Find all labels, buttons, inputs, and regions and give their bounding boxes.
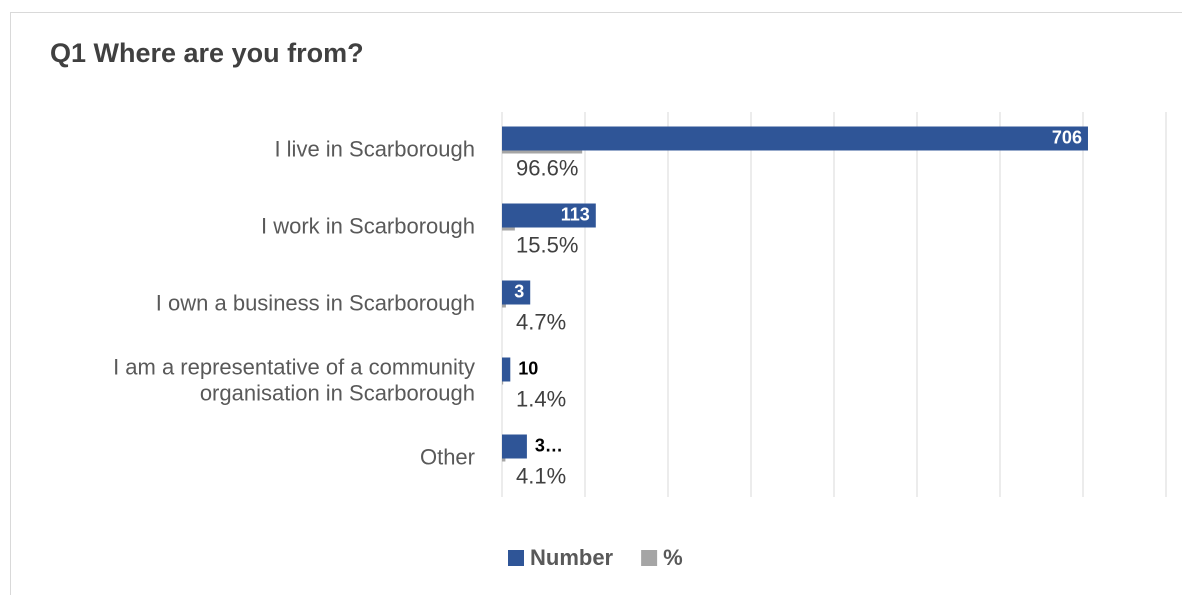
data-label: 4.1% xyxy=(516,463,566,488)
data-label: 3 xyxy=(514,281,524,301)
legend-label: Number xyxy=(530,545,614,570)
y-tick-label: I live in Scarborough xyxy=(274,136,475,161)
bar xyxy=(502,150,583,154)
data-label: 15.5% xyxy=(516,232,578,257)
chart-title: Q1 Where are you from? xyxy=(50,38,364,68)
bar xyxy=(502,357,511,382)
legend-label: % xyxy=(663,545,683,570)
chart-frame xyxy=(10,12,1182,595)
bar xyxy=(502,126,1088,151)
legend-swatch xyxy=(641,550,658,566)
y-tick-label: Other xyxy=(420,444,475,469)
bar xyxy=(502,381,504,385)
bar xyxy=(502,227,515,231)
y-tick-label-line: I am a representative of a community xyxy=(113,354,475,379)
y-tick-label: I work in Scarborough xyxy=(261,213,475,238)
bar xyxy=(502,304,506,308)
data-label: 4.7% xyxy=(516,309,566,334)
bar xyxy=(502,280,531,305)
y-tick-label-line: organisation in Scarborough xyxy=(200,380,475,405)
bar xyxy=(502,203,596,228)
data-label: 706 xyxy=(1052,127,1082,147)
bar xyxy=(502,458,506,462)
data-label: 3… xyxy=(535,435,563,455)
data-label: 10 xyxy=(518,358,538,378)
legend-swatch xyxy=(508,550,524,566)
y-tick-label: I own a business in Scarborough xyxy=(156,290,475,315)
data-label: 1.4% xyxy=(516,386,566,411)
data-label: 113 xyxy=(561,204,590,224)
bar xyxy=(502,434,527,459)
y-tick-label: I am a representative of a community orga… xyxy=(113,354,475,405)
data-label: 96.6% xyxy=(516,155,578,180)
